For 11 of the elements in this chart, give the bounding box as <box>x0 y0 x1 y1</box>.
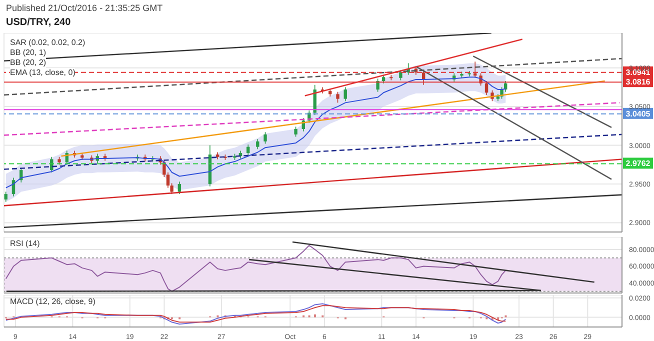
chart-title: RSI (14) <box>10 239 40 248</box>
ref-line-label: 3.0816 <box>626 78 651 87</box>
annotation: BB (20, 1) <box>10 48 46 58</box>
chart-title: USD/TRY, 240 <box>6 17 71 28</box>
annotation: EMA (13, close, 0) <box>10 68 76 78</box>
ref-line-label: 2.9762 <box>626 159 651 168</box>
text: Published 21/Oct/2016 - 21:35:25 GMT <box>6 3 163 13</box>
annotation: SAR (0.02, 0.02, 0.2) <box>10 38 86 48</box>
ref-line-label: 3.0405 <box>626 109 651 118</box>
annotation: BB (20, 2) <box>10 58 46 68</box>
chart-title: MACD (12, 26, close, 9) <box>10 297 96 306</box>
